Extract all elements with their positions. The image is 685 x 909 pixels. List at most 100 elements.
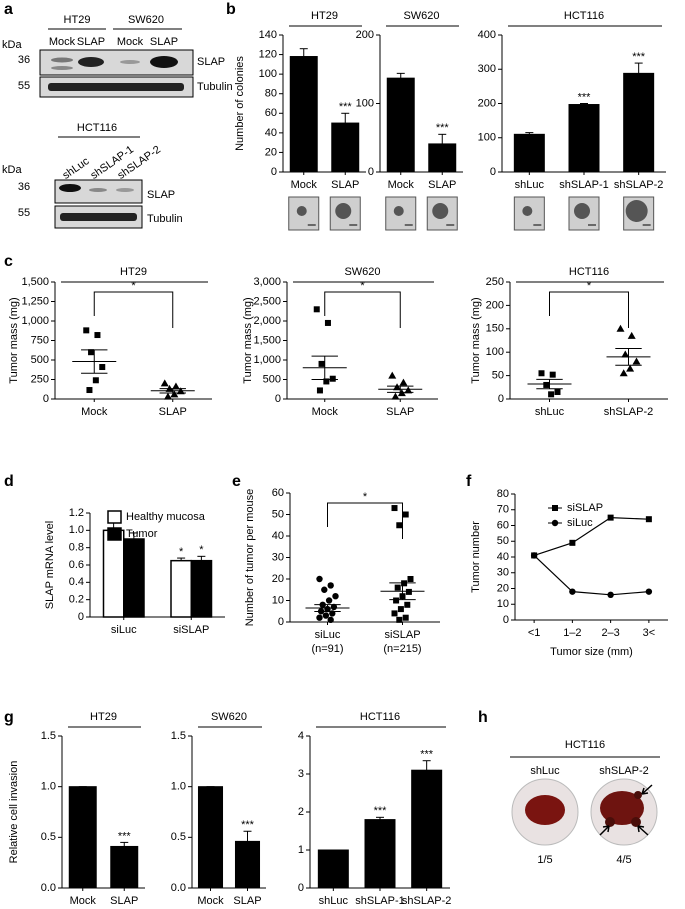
- point: [322, 612, 330, 619]
- x-tick-label: shLuc: [515, 179, 545, 191]
- x-axis-label: Tumor size (mm): [550, 646, 633, 658]
- y-tick-label: 0: [503, 614, 509, 626]
- point: [163, 392, 172, 400]
- point: [402, 614, 409, 621]
- y-tick-label: 0: [498, 393, 504, 405]
- point: [323, 378, 330, 385]
- y-tick-label: 0.8: [69, 542, 84, 554]
- tissue: [525, 795, 565, 825]
- y-axis-label: Tumor mass (mg): [8, 297, 20, 383]
- chart-title: SW620: [344, 266, 380, 278]
- significance: ***: [374, 805, 388, 817]
- point: [549, 371, 556, 378]
- bar: [331, 122, 360, 173]
- y-tick-label: 1.0: [171, 781, 186, 793]
- y-tick-label: 1.2: [69, 507, 84, 519]
- y-tick-label: 2,500: [253, 295, 281, 307]
- lane-label: shLuc: [530, 765, 560, 777]
- ratio-label: 4/5: [616, 854, 631, 866]
- y-tick-label: 50: [497, 535, 509, 547]
- band: [89, 188, 107, 192]
- bar: [513, 133, 545, 173]
- point: [92, 377, 99, 384]
- x-tick-label: Mock: [197, 895, 224, 907]
- y-axis-label: Number of colonies: [234, 56, 246, 151]
- legend-swatch: [107, 510, 122, 524]
- y-tick-label: 4: [298, 730, 304, 742]
- point: [171, 382, 180, 390]
- tumor: [631, 817, 641, 827]
- y-tick-label: 100: [478, 132, 496, 144]
- marker-label: 36: [18, 54, 30, 66]
- x-tick-label: siLuc: [111, 624, 137, 636]
- point: [94, 332, 101, 339]
- point: [329, 375, 336, 382]
- point: [632, 357, 641, 365]
- band: [60, 213, 137, 221]
- group-label: HCT116: [77, 122, 117, 134]
- point: [607, 591, 614, 598]
- y-tick-label: 100: [259, 68, 277, 80]
- y-tick-label: 0.0: [171, 882, 186, 894]
- panel-label: b: [226, 1, 236, 18]
- arrow: [599, 825, 610, 836]
- significance: ***: [632, 51, 646, 63]
- y-tick-label: 1.0: [69, 524, 84, 536]
- y-tick-label: 100: [356, 97, 374, 109]
- y-tick-label: 50: [272, 508, 284, 520]
- colony: [432, 203, 449, 219]
- y-tick-label: 2,000: [253, 315, 281, 327]
- point: [391, 505, 398, 512]
- significance: ***: [241, 819, 255, 831]
- y-tick-label: 100: [486, 346, 504, 358]
- chart-title: SW620: [403, 10, 439, 22]
- point: [321, 586, 328, 593]
- x-tick-label: shSLAP-2: [402, 895, 452, 907]
- y-tick-label: 1: [298, 844, 304, 856]
- bar: [102, 529, 125, 618]
- y-axis-label: SLAP mRNA level: [44, 521, 56, 609]
- point: [645, 516, 652, 523]
- comparison-bracket: [324, 291, 401, 328]
- point: [569, 539, 576, 546]
- point: [83, 327, 90, 334]
- x-tick-label: 1–2: [563, 627, 581, 639]
- y-tick-label: 0: [78, 611, 84, 623]
- significance: ***: [118, 830, 132, 842]
- y-tick-label: 1,250: [21, 295, 49, 307]
- point: [393, 597, 400, 604]
- x-tick-label: Mock: [312, 406, 339, 418]
- row-label: Tubulin: [147, 213, 183, 225]
- significance: ***: [339, 101, 353, 113]
- legend-swatch: [107, 527, 122, 541]
- point: [160, 379, 169, 387]
- bar: [289, 56, 318, 173]
- lane-label: shLuc: [61, 155, 92, 182]
- panel-label: d: [4, 473, 14, 490]
- x-tick-sublabel: (n=215): [383, 643, 421, 655]
- row-label: SLAP: [197, 56, 225, 68]
- x-tick-label: shSLAP-2: [614, 179, 664, 191]
- chart-title: HT29: [90, 711, 117, 723]
- bar: [110, 845, 139, 889]
- bar: [568, 104, 600, 173]
- y-tick-label: 30: [497, 567, 509, 579]
- y-tick-label: 1,500: [21, 276, 49, 288]
- y-axis-label: Tumor mass (mg): [242, 297, 254, 383]
- y-tick-label: 10: [272, 594, 284, 606]
- chart-title: HCT116: [569, 266, 609, 278]
- y-tick-label: 1.5: [171, 730, 186, 742]
- y-tick-label: 250: [486, 276, 504, 288]
- bar: [428, 143, 457, 173]
- significance: ***: [436, 122, 450, 134]
- point: [391, 392, 400, 400]
- x-tick-label: Mock: [388, 179, 415, 191]
- point: [399, 378, 408, 386]
- y-tick-label: 0.2: [69, 594, 84, 606]
- lane-label: Mock: [49, 36, 76, 48]
- y-tick-label: 60: [272, 487, 284, 499]
- y-tick-label: 250: [31, 373, 49, 385]
- x-tick-label: Mock: [291, 179, 318, 191]
- point: [325, 597, 333, 604]
- y-axis-label: Relative cell invasion: [8, 761, 20, 864]
